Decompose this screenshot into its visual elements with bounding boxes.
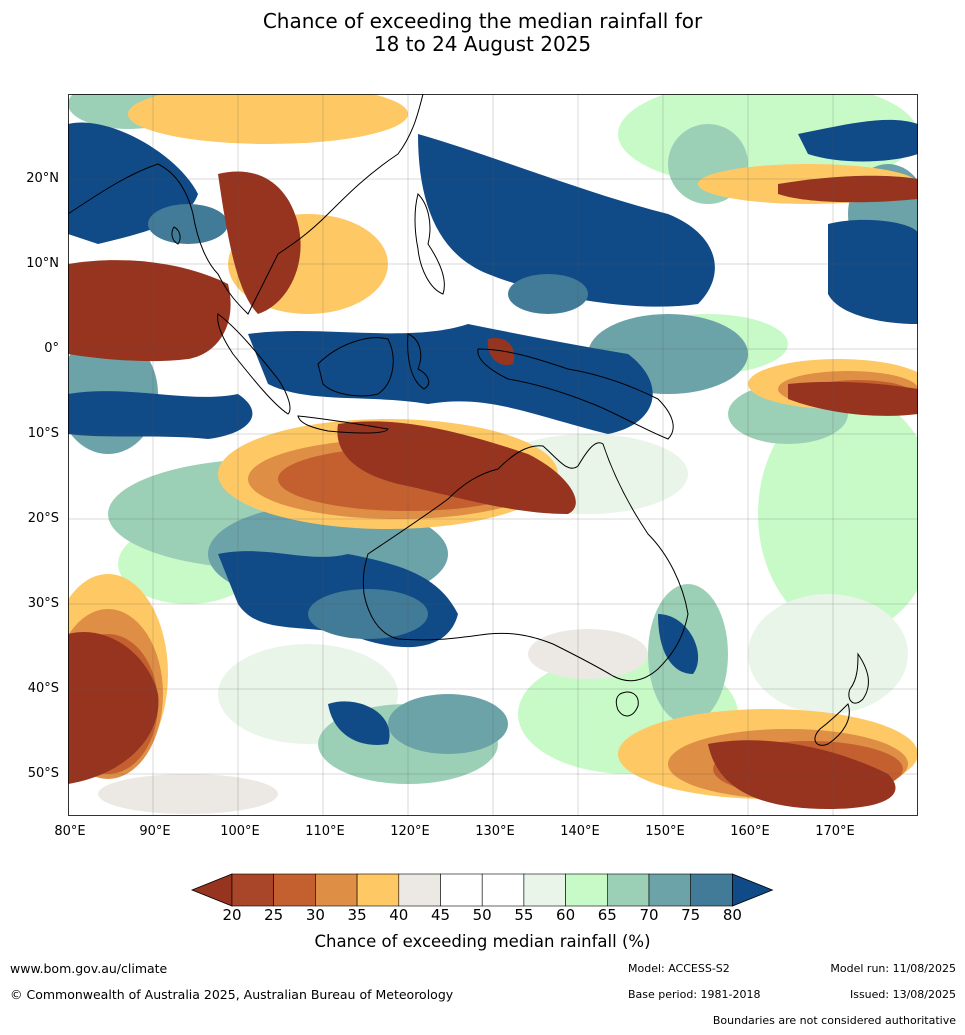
colorbar-tick-label: 35: [347, 906, 367, 924]
borneo-coastline: [317, 337, 394, 397]
lon-label: 160°E: [730, 824, 770, 839]
title-line-2: 18 to 24 August 2025: [373, 32, 592, 56]
colorbar-tick-label: 20: [222, 906, 242, 924]
colorbar-tick-label: 75: [681, 906, 701, 924]
colorbar-bin: [565, 873, 608, 907]
lat-label: 10°S: [27, 426, 59, 441]
lat-label: 20°N: [26, 171, 59, 186]
colorbar-bin: [440, 873, 483, 907]
colorbar-extend-low: [190, 873, 233, 907]
asia-mainland-coastline: [68, 94, 424, 315]
sumatra-coastline: [217, 313, 291, 415]
lon-label: 170°E: [815, 824, 855, 839]
footer-base-period: Base period: 1981-2018: [628, 988, 761, 1001]
philippines-coastline: [414, 193, 445, 295]
lat-label: 30°S: [27, 596, 59, 611]
rainfall-map-svg: [68, 94, 918, 816]
colorbar-tick-label: 65: [597, 906, 617, 924]
lon-label: 110°E: [305, 824, 345, 839]
tasmania-coastline: [615, 691, 639, 717]
colorbar-tick-label: 40: [389, 906, 409, 924]
colorbar-bin: [648, 873, 692, 907]
colorbar: [190, 872, 775, 908]
colorbar-tick-label: 70: [639, 906, 659, 924]
lat-label: 50°S: [27, 766, 59, 781]
new-guinea-coastline: [477, 348, 674, 440]
colorbar-svg: [190, 873, 774, 907]
colorbar-bin: [690, 873, 733, 907]
lat-label: 20°S: [27, 511, 59, 526]
lat-label: 10°N: [26, 256, 59, 271]
lon-label: 80°E: [54, 824, 86, 839]
new-zealand-coastline: [814, 652, 869, 746]
colorbar-tick-label: 45: [430, 906, 451, 924]
lon-label: 140°E: [560, 824, 600, 839]
colorbar-bin: [606, 873, 650, 907]
footer-model-run: Model run: 11/08/2025: [830, 962, 956, 975]
footer-issued: Issued: 13/08/2025: [849, 988, 956, 1001]
field-steel-blue: [148, 204, 588, 639]
footer-copyright: © Commonwealth of Australia 2025, Austra…: [10, 987, 454, 1002]
colorbar-tick-label: 60: [556, 906, 576, 924]
colorbar-title: Chance of exceeding median rainfall (%): [314, 932, 651, 951]
lon-label: 100°E: [220, 824, 260, 839]
colorbar-tick-label: 25: [264, 906, 284, 924]
colorbar-extend-high: [732, 873, 774, 907]
field-dark-blue: [68, 119, 918, 745]
java-coastline: [297, 415, 389, 434]
colorbar-bin: [231, 873, 275, 907]
colorbar-bin: [315, 873, 358, 907]
colorbar-bin: [398, 873, 441, 907]
colorbar-tick-label: 50: [472, 906, 492, 924]
lat-label: 40°S: [27, 681, 59, 696]
colorbar-tick-label: 55: [514, 906, 534, 924]
colorbar-bin: [481, 873, 525, 907]
field-dark-brown: [68, 171, 918, 809]
lon-label: 90°E: [139, 824, 171, 839]
rainfall-map: [68, 94, 918, 816]
sri-lanka-coastline: [171, 226, 181, 245]
colorbar-bin: [273, 873, 316, 907]
footer-url: www.bom.gov.au/climate: [10, 961, 168, 976]
lon-label: 150°E: [645, 824, 685, 839]
footer-disclaimer: Boundaries are not considered authoritat…: [712, 1014, 956, 1027]
colorbar-tick-label: 80: [722, 906, 742, 924]
coastlines: [68, 94, 869, 746]
title-line-1: Chance of exceeding the median rainfall …: [262, 9, 703, 33]
map-frame: [68, 94, 918, 816]
sulawesi-coastline: [407, 333, 430, 390]
australia-coastline: [362, 442, 689, 682]
lat-label: 0°: [44, 341, 59, 356]
lon-label: 120°E: [390, 824, 430, 839]
map-title: Chance of exceeding the median rainfall …: [0, 10, 965, 56]
footer-model: Model: ACCESS-S2: [628, 962, 730, 975]
field-grey: [98, 629, 648, 814]
colorbar-bin: [356, 873, 400, 907]
lon-label: 130°E: [475, 824, 515, 839]
colorbar-tick-label: 30: [305, 906, 325, 924]
colorbar-bin: [523, 873, 566, 907]
